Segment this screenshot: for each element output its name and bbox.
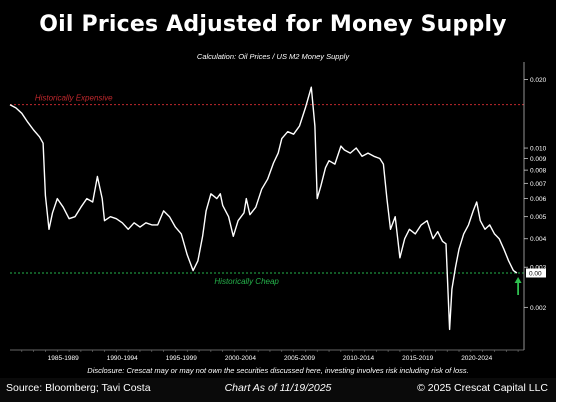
x-tick-label: 2005-2009 <box>284 355 315 362</box>
last-value-label: 0.00 <box>529 270 542 277</box>
y-tick-label: 0.005 <box>530 214 547 221</box>
y-tick-label: 0.008 <box>530 168 547 175</box>
y-tick-label: 0.006 <box>530 196 547 203</box>
disclaimer-text: Disclosure: Crescat may or may not own t… <box>87 366 469 375</box>
up-arrow-head <box>514 276 522 283</box>
y-tick-label: 0.007 <box>530 181 547 188</box>
y-tick-label: 0.004 <box>530 236 547 243</box>
historically-expensive-label: Historically Expensive <box>35 94 113 103</box>
x-tick-label: 2015-2019 <box>402 355 433 362</box>
x-tick-label: 1995-1999 <box>166 355 197 362</box>
source-text: Source: Bloomberg; Tavi Costa <box>6 382 151 394</box>
chart-panel: 0.020 0.010 0.009 0.008 0.007 0.006 0.005 0.004… <box>0 0 556 378</box>
y-tick-label: 0.009 <box>530 156 547 163</box>
x-tick-label: 2000-2004 <box>225 355 256 362</box>
x-tick-label: 2020-2024 <box>461 355 492 362</box>
as-of-text: Chart As of 11/19/2025 <box>224 382 332 394</box>
oil-m2-series-line <box>9 86 518 331</box>
y-tick-label: 0.020 <box>530 77 547 84</box>
copyright-text: © 2025 Crescat Capital LLC <box>417 382 548 394</box>
chart-title: Oil Prices Adjusted for Money Supply <box>39 12 507 37</box>
chart-subtitle: Calculation: Oil Prices / US M2 Money Su… <box>196 52 350 61</box>
y-tick-label: 0.010 <box>530 146 547 153</box>
up-arrow-icon <box>514 276 522 295</box>
x-tick-label: 1985-1989 <box>48 355 79 362</box>
y-tick-label: 0.002 <box>530 305 547 312</box>
historically-cheap-label: Historically Cheap <box>214 277 279 286</box>
x-tick-label: 2010-2014 <box>343 355 374 362</box>
chart-plot: 0.020 0.010 0.009 0.008 0.007 0.006 0.005 0.004… <box>9 62 547 362</box>
y-tick-label: 0.003 <box>530 265 547 272</box>
x-tick-label: 1990-1994 <box>107 355 138 362</box>
footer-bar: Source: Bloomberg; Tavi Costa Chart As o… <box>0 378 556 402</box>
last-value-box <box>526 268 546 278</box>
